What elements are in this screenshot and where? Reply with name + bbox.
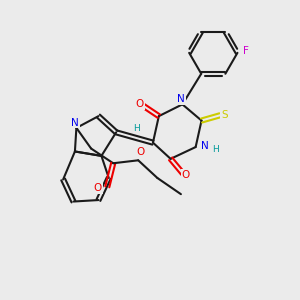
Text: N: N bbox=[201, 141, 209, 151]
Text: H: H bbox=[133, 124, 140, 133]
Text: O: O bbox=[94, 183, 102, 193]
Text: N: N bbox=[71, 118, 79, 128]
Text: O: O bbox=[136, 99, 144, 109]
Text: S: S bbox=[221, 110, 228, 120]
Text: H: H bbox=[212, 146, 219, 154]
Text: O: O bbox=[182, 170, 190, 180]
Text: N: N bbox=[177, 94, 185, 104]
Text: F: F bbox=[243, 46, 249, 56]
Text: O: O bbox=[136, 147, 145, 157]
